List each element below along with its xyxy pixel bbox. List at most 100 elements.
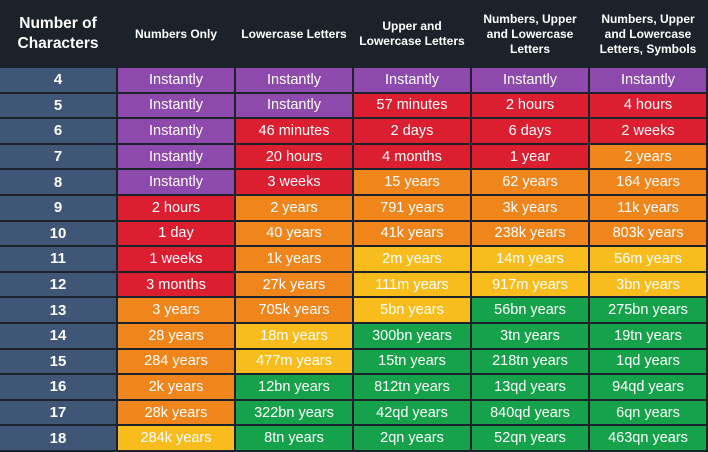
crack-time-cell: 275bn years — [590, 298, 706, 322]
crack-time-cell: 3 months — [118, 272, 234, 297]
table-row: 10 1 day 40 years 41k years 238k years 803k y… — [0, 221, 708, 246]
crack-time-cell: 840qd years — [472, 400, 588, 425]
row-label-character-count: 13 — [0, 298, 116, 322]
row-label-character-count: 4 — [0, 68, 116, 92]
row-label-character-count: 7 — [0, 144, 116, 169]
crack-time-cell: 238k years — [472, 221, 588, 246]
crack-time-cell: 705k years — [236, 298, 352, 322]
crack-time-cell: 3k years — [472, 195, 588, 220]
crack-time-cell: 15 years — [354, 170, 470, 194]
crack-time-cell: 18m years — [236, 323, 352, 348]
crack-time-cell: 1 year — [472, 144, 588, 169]
crack-time-cell: 477m years — [236, 349, 352, 374]
crack-time-cell: 3 years — [118, 298, 234, 322]
crack-time-cell: 1 day — [118, 221, 234, 246]
crack-time-cell: 14m years — [472, 247, 588, 271]
crack-time-cell: 300bn years — [354, 323, 470, 348]
crack-time-cell: 284k years — [118, 426, 234, 450]
header-numbers-upper-lowercase-symbols: Numbers, Upper and Lowercase Letters, Sy… — [599, 11, 697, 56]
crack-time-cell: Instantly — [472, 68, 588, 92]
row-label-character-count: 15 — [0, 349, 116, 374]
crack-time-cell: 40 years — [236, 221, 352, 246]
crack-time-cell: Instantly — [118, 68, 234, 92]
crack-time-cell: 2 weeks — [590, 119, 706, 143]
table-row: 5 Instantly Instantly 57 minutes 2 hours 4 ho… — [0, 93, 708, 118]
crack-time-cell: 3 weeks — [236, 170, 352, 194]
crack-time-cell: 6qn years — [590, 400, 706, 425]
table-row: 12 3 months 27k years 111m years 917m years 3… — [0, 272, 708, 297]
crack-time-cell: 917m years — [472, 272, 588, 297]
crack-time-cell: 1k years — [236, 247, 352, 271]
table-row: 6 Instantly 46 minutes 2 days 6 days 2 weeks — [0, 119, 708, 143]
table-row: 4 Instantly Instantly Instantly Instantly Ins… — [0, 68, 708, 92]
row-label-character-count: 14 — [0, 323, 116, 348]
crack-time-cell: 6 days — [472, 119, 588, 143]
row-label-character-count: 17 — [0, 400, 116, 425]
crack-time-cell: 94qd years — [590, 375, 706, 399]
header-numbers-only: Numbers Only — [134, 26, 218, 41]
crack-time-cell: Instantly — [236, 68, 352, 92]
crack-time-cell: 111m years — [354, 272, 470, 297]
table-row: 16 2k years 12bn years 812tn years 13qd year… — [0, 375, 708, 399]
crack-time-cell: 62 years — [472, 170, 588, 194]
table-header: Number of Characters Numbers Only Lowerc… — [0, 0, 708, 68]
table-row: 11 1 weeks 1k years 2m years 14m years 56m ye… — [0, 247, 708, 271]
crack-time-cell: 463qn years — [590, 426, 706, 450]
crack-time-cell: 56bn years — [472, 298, 588, 322]
crack-time-cell: 11k years — [590, 195, 706, 220]
crack-time-table: 4 Instantly Instantly Instantly Instantly Ins… — [0, 68, 708, 452]
crack-time-cell: 3tn years — [472, 323, 588, 348]
crack-time-cell: 284 years — [118, 349, 234, 374]
row-label-character-count: 5 — [0, 93, 116, 118]
crack-time-cell: 41k years — [354, 221, 470, 246]
row-label-character-count: 18 — [0, 426, 116, 450]
crack-time-cell: 791 years — [354, 195, 470, 220]
crack-time-cell: Instantly — [118, 170, 234, 194]
crack-time-cell: 56m years — [590, 247, 706, 271]
crack-time-cell: 322bn years — [236, 400, 352, 425]
crack-time-cell: 27k years — [236, 272, 352, 297]
table-row: 15 284 years 477m years 15tn years 218tn yea… — [0, 349, 708, 374]
crack-time-cell: 218tn years — [472, 349, 588, 374]
crack-time-cell: 4 months — [354, 144, 470, 169]
crack-time-cell: 19tn years — [590, 323, 706, 348]
header-numbers-upper-lowercase: Numbers, Upper and Lowercase Letters — [483, 11, 577, 56]
crack-time-cell: 46 minutes — [236, 119, 352, 143]
crack-time-cell: 2qn years — [354, 426, 470, 450]
row-label-character-count: 11 — [0, 247, 116, 271]
table-row: 7 Instantly 20 hours 4 months 1 year 2 years — [0, 144, 708, 169]
crack-time-cell: 803k years — [590, 221, 706, 246]
crack-time-cell: 15tn years — [354, 349, 470, 374]
crack-time-cell: 2m years — [354, 247, 470, 271]
table-row: 8 Instantly 3 weeks 15 years 62 years 164 yea… — [0, 170, 708, 194]
crack-time-cell: 52qn years — [472, 426, 588, 450]
crack-time-cell: Instantly — [236, 93, 352, 118]
crack-time-cell: 42qd years — [354, 400, 470, 425]
crack-time-cell: Instantly — [590, 68, 706, 92]
crack-time-cell: 20 hours — [236, 144, 352, 169]
crack-time-cell: 13qd years — [472, 375, 588, 399]
row-label-character-count: 6 — [0, 119, 116, 143]
crack-time-cell: Instantly — [118, 144, 234, 169]
header-upper-lowercase: Upper and Lowercase Letters — [359, 19, 465, 48]
crack-time-cell: 28 years — [118, 323, 234, 348]
crack-time-cell: 12bn years — [236, 375, 352, 399]
crack-time-cell: 2 years — [590, 144, 706, 169]
crack-time-cell: 2 days — [354, 119, 470, 143]
crack-time-cell: 1qd years — [590, 349, 706, 374]
crack-time-cell: 164 years — [590, 170, 706, 194]
row-label-character-count: 8 — [0, 170, 116, 194]
table-row: 17 28k years 322bn years 42qd years 840qd ye… — [0, 400, 708, 425]
crack-time-cell: 1 weeks — [118, 247, 234, 271]
crack-time-cell: 28k years — [118, 400, 234, 425]
row-label-character-count: 12 — [0, 272, 116, 297]
crack-time-cell: 4 hours — [590, 93, 706, 118]
crack-time-cell: 5bn years — [354, 298, 470, 322]
row-label-character-count: 9 — [0, 195, 116, 220]
crack-time-cell: 57 minutes — [354, 93, 470, 118]
row-label-character-count: 16 — [0, 375, 116, 399]
header-number-of-characters: Number of Characters — [17, 14, 99, 52]
crack-time-cell: 3bn years — [590, 272, 706, 297]
crack-time-cell: Instantly — [354, 68, 470, 92]
